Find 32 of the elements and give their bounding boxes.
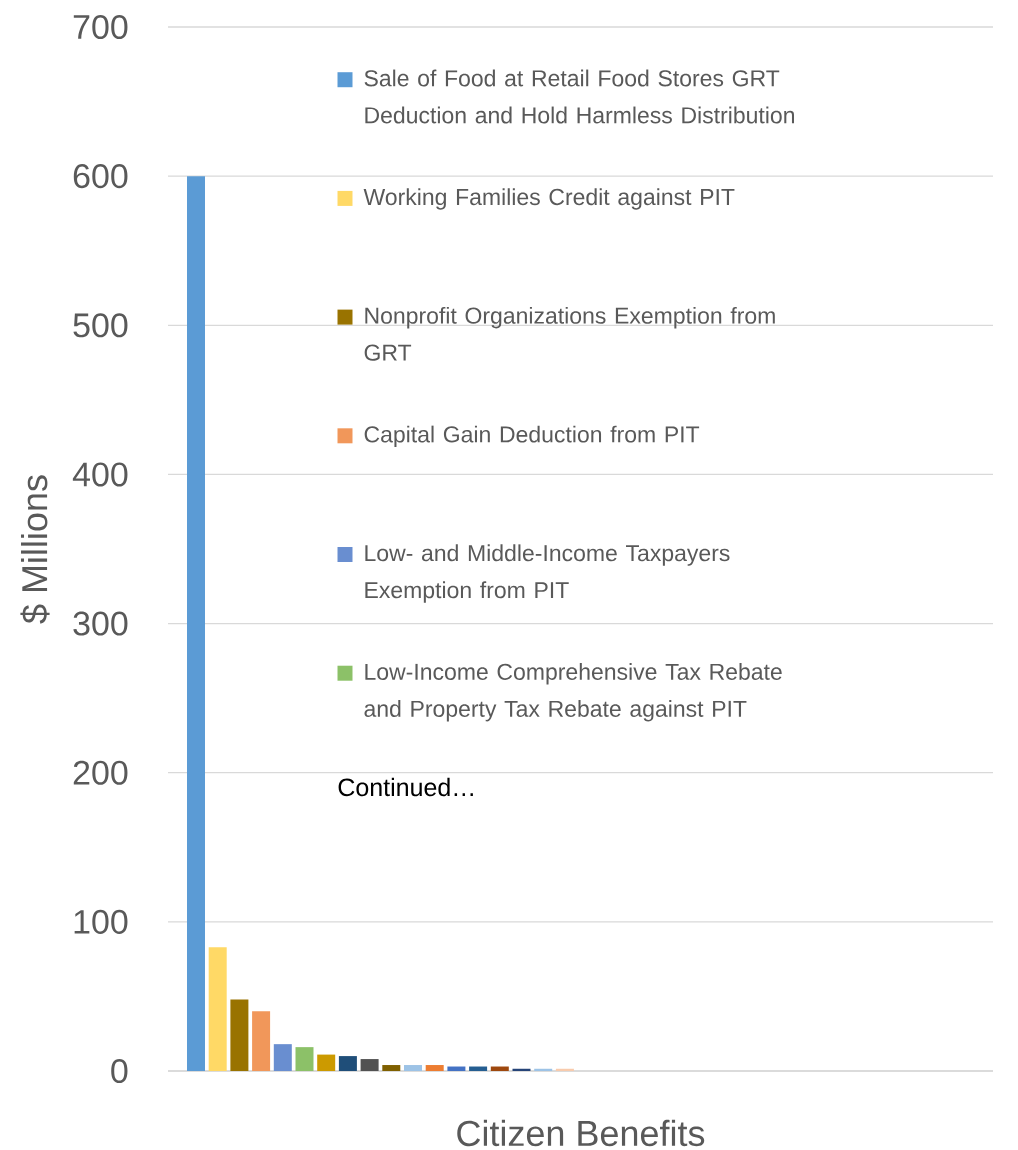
annotation: Continued…	[338, 777, 473, 797]
y-tick-label: 200	[73, 760, 128, 785]
bar	[534, 1068, 553, 1071]
bar	[425, 1065, 444, 1071]
y-tick-label: 100	[74, 909, 128, 934]
y-tick-label: 500	[73, 313, 128, 338]
bar	[382, 1065, 401, 1071]
y-tick-label: 300	[73, 611, 128, 636]
bar	[512, 1068, 531, 1071]
bar	[252, 1011, 271, 1071]
bar	[295, 1047, 314, 1071]
bar	[317, 1054, 336, 1071]
legend-label: Capital Gain Deduction from PIT	[364, 425, 700, 448]
bar	[187, 176, 205, 1071]
y-tick-label: 700	[73, 14, 128, 40]
legend-label: Low-Income Comprehensive Tax Rebate and Property Tax Rebate against PIT	[364, 663, 782, 722]
y-tick-label: 600	[73, 164, 128, 189]
legend-label: Low- and Middle-Income Taxpayers Exemption from PIT	[365, 544, 730, 603]
bar	[404, 1065, 422, 1071]
y-tick-label: 400	[72, 462, 128, 487]
y-axis-title: $ Millions	[20, 475, 50, 624]
legend-label: Nonprofit Organizations Exemption from GRT	[364, 306, 775, 361]
bar	[555, 1068, 574, 1071]
legend-label: Working Families Credit against PIT	[363, 188, 735, 210]
y-tick-label: 0	[111, 1058, 128, 1084]
bar	[230, 999, 249, 1071]
bar	[273, 1044, 292, 1071]
bar	[338, 1056, 357, 1071]
bar	[208, 947, 227, 1071]
bar	[360, 1059, 379, 1071]
legend-label: Sale of Food at Retail Food Stores GRT Deduction and Hold Harmless Distribution	[364, 69, 794, 124]
x-axis-title: Citizen Benefits	[457, 1119, 705, 1147]
